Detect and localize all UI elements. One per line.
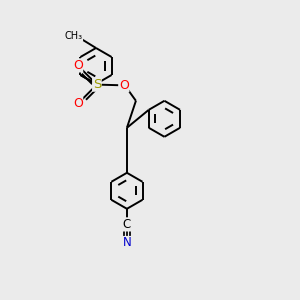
Text: S: S [93, 78, 101, 91]
Text: O: O [73, 97, 82, 110]
Text: O: O [73, 59, 82, 72]
Text: N: N [122, 236, 131, 250]
Text: CH₃: CH₃ [64, 31, 82, 41]
Text: C: C [123, 218, 131, 231]
Text: O: O [119, 79, 129, 92]
